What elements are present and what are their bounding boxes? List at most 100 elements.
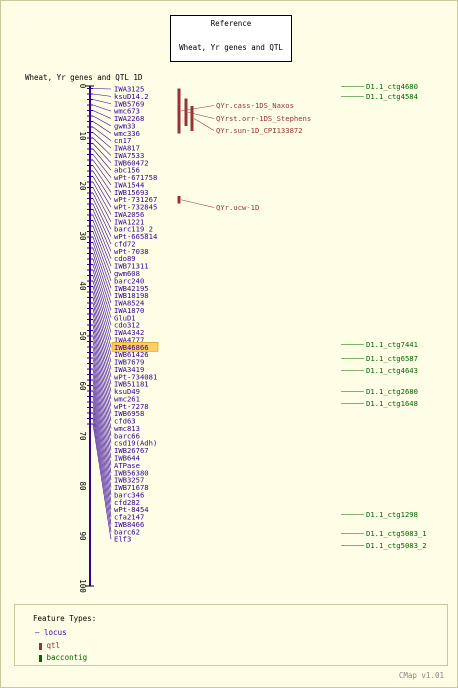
locus-label[interactable]: wPt-732845 (114, 203, 157, 212)
locus-connector (92, 253, 112, 311)
locus-label[interactable]: IWB51181 (114, 380, 149, 389)
locus-label[interactable]: barc346 (114, 490, 144, 499)
locus-label[interactable]: wmc261 (114, 394, 140, 403)
locus-label[interactable]: wPt-7038 (114, 247, 149, 256)
locus-label[interactable]: cfd63 (114, 417, 136, 426)
locus-label[interactable]: IWA8524 (114, 299, 144, 308)
locus-label[interactable]: wPt-671758 (114, 173, 157, 182)
reference-box[interactable]: Reference Wheat, Yr genes and QTL (170, 15, 292, 62)
locus-connector (92, 247, 112, 304)
locus-label[interactable]: IWB46866 (114, 343, 149, 352)
locus-label[interactable]: IWB61426 (114, 350, 149, 359)
locus-label[interactable]: barc119_2 (114, 225, 153, 234)
locus-label[interactable]: wmc813 (114, 424, 140, 433)
locus-label[interactable]: wPt-7278 (114, 402, 149, 411)
locus-label[interactable]: GluD1 (114, 313, 136, 322)
locus-label[interactable]: wPt-8454 (114, 505, 149, 514)
locus-connector (92, 374, 112, 473)
locus-label[interactable]: barc66 (114, 431, 140, 440)
locus-label[interactable]: abc156 (114, 166, 140, 175)
qtl-bar[interactable] (177, 196, 181, 204)
locus-label[interactable]: IWA1870 (114, 306, 144, 315)
locus-connector (92, 176, 112, 208)
locus-connector (92, 165, 112, 193)
locus-label[interactable]: barc240 (114, 276, 144, 285)
locus-label[interactable]: IWB3257 (114, 476, 144, 485)
legend-item-qtl: qtl (39, 641, 60, 650)
qtl-label[interactable]: QYr.sun-1D_CPI133872 (216, 126, 303, 135)
map-title[interactable]: Wheat, Yr genes and QTL 1D (25, 73, 143, 82)
locus-label[interactable]: barc62 (114, 527, 140, 536)
locus-label[interactable]: wPt-665814 (114, 232, 157, 241)
locus-connector (92, 346, 112, 436)
locus-label[interactable]: IWB26767 (114, 446, 149, 455)
contig-label[interactable]: D1.1_ctg1648 (366, 399, 418, 408)
locus-label[interactable]: gwm608 (114, 269, 140, 278)
locus-label[interactable]: IWB56380 (114, 468, 149, 477)
ruler-tick-label: 70 (78, 431, 87, 441)
locus-label[interactable]: IWA2056 (114, 210, 144, 219)
locus-label[interactable]: cdo89 (114, 254, 136, 263)
locus-connector (92, 390, 112, 495)
locus-label[interactable]: IWA3419 (114, 365, 144, 374)
qtl-bar-icon (39, 642, 42, 650)
locus-label[interactable]: IWB15693 (114, 188, 149, 197)
locus-label[interactable]: cn17 (114, 136, 131, 145)
locus-label[interactable]: IWA4342 (114, 328, 144, 337)
locus-label[interactable]: IWB6958 (114, 409, 144, 418)
locus-connector (92, 148, 112, 171)
locus-label[interactable]: cfa2147 (114, 513, 144, 522)
locus-label[interactable]: ksuD49 (114, 387, 140, 396)
locus-label[interactable]: IWB71678 (114, 483, 149, 492)
qtl-label[interactable]: QYr.cass-1DS_Naxos (216, 101, 294, 110)
locus-label[interactable]: wmc336 (114, 129, 140, 138)
locus-connector (92, 170, 112, 200)
locus-label[interactable]: IWB42195 (114, 284, 149, 293)
locus-label[interactable]: cdo312 (114, 321, 140, 330)
locus-label[interactable]: ksuD14.2 (114, 92, 149, 101)
qtl-label[interactable]: QYr.ucw-1D (216, 203, 259, 212)
locus-label[interactable]: wPt-734081 (114, 372, 157, 381)
locus-label[interactable]: csd19(Adh) (114, 439, 157, 448)
qtl-label[interactable]: QYrst.orr-1DS_Stephens (216, 114, 311, 123)
locus-connector (92, 379, 112, 481)
locus-label[interactable]: IWB71311 (114, 262, 149, 271)
contig-label[interactable]: D1.1_ctg4680 (366, 82, 418, 91)
contig-label[interactable]: D1.1_ctg4643 (366, 366, 418, 375)
locus-label[interactable]: IWB644 (114, 454, 140, 463)
qtl-bar[interactable] (184, 98, 188, 127)
locus-connector (92, 88, 112, 90)
contig-label[interactable]: D1.1_ctg5083_1 (366, 529, 427, 538)
legend-item-locus: — locus (35, 628, 67, 637)
locus-label[interactable]: IWA3125 (114, 85, 144, 94)
locus-label[interactable]: IWA2268 (114, 114, 144, 123)
locus-label[interactable]: wmc673 (114, 107, 140, 116)
locus-label[interactable]: IWA1221 (114, 217, 144, 226)
locus-label[interactable]: IWA1544 (114, 180, 144, 189)
locus-connector (92, 236, 112, 289)
locus-label[interactable]: Elf3 (114, 535, 131, 544)
locus-label[interactable]: IWA7533 (114, 151, 144, 160)
qtl-bar[interactable] (190, 106, 194, 131)
locus-label[interactable]: IWA817 (114, 144, 140, 153)
locus-label[interactable]: cfd282 (114, 498, 140, 507)
locus-label[interactable]: IWB8466 (114, 520, 144, 529)
locus-label[interactable]: gwm33 (114, 121, 136, 130)
contig-label[interactable]: D1.1_ctg2680 (366, 387, 418, 396)
locus-label[interactable]: IWA4777 (114, 335, 144, 344)
locus-label[interactable]: wPt-731267 (114, 195, 157, 204)
contig-label[interactable]: D1.1_ctg6587 (366, 354, 418, 363)
qtl-bar[interactable] (177, 88, 181, 134)
qtl-list: QYr.cass-1DS_Naxos QYrst.orr-1DS_Stephens… (177, 88, 311, 212)
locus-label[interactable]: cfd72 (114, 239, 136, 248)
locus-label[interactable]: IWB5769 (114, 99, 144, 108)
contig-label[interactable]: D1.1_ctg4584 (366, 92, 418, 101)
locus-label[interactable]: IWB18198 (114, 291, 149, 300)
contig-label[interactable]: D1.1_ctg1298 (366, 510, 418, 519)
locus-label[interactable]: IWB7679 (114, 358, 144, 367)
locus-label[interactable]: IWB60472 (114, 158, 149, 167)
contig-label[interactable]: D1.1_ctg5083_2 (366, 541, 427, 550)
reference-map-name[interactable]: Wheat, Yr genes and QTL (179, 43, 283, 52)
locus-label[interactable]: ATPase (114, 461, 140, 470)
contig-label[interactable]: D1.1_ctg7441 (366, 340, 418, 349)
